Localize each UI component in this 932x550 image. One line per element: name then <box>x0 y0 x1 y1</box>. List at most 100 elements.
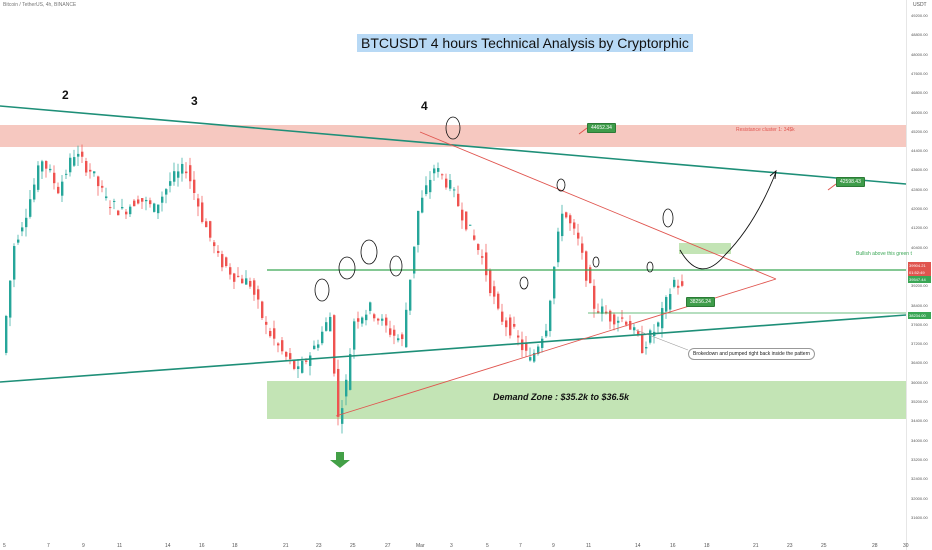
price-tick-label: 36000.00 <box>911 379 928 385</box>
candle-body <box>113 200 116 202</box>
candle-body <box>329 316 332 332</box>
breakdown-note: Brokedown and pumped right back inside t… <box>688 348 816 360</box>
price-tick-label: 33200.00 <box>911 456 928 462</box>
candle-body <box>545 330 548 337</box>
time-tick-label: 3 <box>450 543 453 549</box>
time-tick-label: 30 <box>903 543 909 549</box>
candle-body <box>409 279 412 311</box>
candle-body <box>165 189 168 195</box>
candle-body <box>589 267 592 284</box>
candle-body <box>129 206 132 215</box>
price-tick-label: 32400.00 <box>911 476 928 482</box>
time-tick-label: 9 <box>82 543 85 549</box>
candle-body <box>241 278 244 284</box>
candle-body <box>297 366 300 370</box>
symbol-header: Bitcoin / TetherUS, 4h, BINANCE <box>3 2 77 8</box>
candle-body <box>229 267 232 275</box>
candle-body <box>321 331 324 344</box>
descending-trendline <box>0 105 906 185</box>
candle-body <box>413 246 416 274</box>
candle-body <box>81 151 84 157</box>
candle-body <box>65 173 68 175</box>
candle-body <box>105 196 108 199</box>
candle-body <box>401 334 404 340</box>
candle-body <box>489 269 492 294</box>
candle-body <box>641 333 644 354</box>
candle-body <box>561 213 564 237</box>
candle-body <box>557 231 560 263</box>
candle-body <box>93 171 96 174</box>
candle-body <box>617 320 620 323</box>
bullish-note: Bullish above this green t <box>856 251 912 257</box>
candle-body <box>77 153 80 157</box>
candle-body <box>177 171 180 178</box>
chart-canvas[interactable] <box>0 0 906 550</box>
candle-body <box>85 160 88 173</box>
candle-body <box>441 174 444 176</box>
candle-body <box>353 321 356 350</box>
candle-body <box>9 280 12 318</box>
candle-body <box>521 339 524 351</box>
candle-body <box>225 257 228 267</box>
candle-body <box>669 294 672 310</box>
candle-body <box>593 285 596 309</box>
candle-body <box>149 200 152 205</box>
price-tag-lower: 38234.00 <box>908 312 931 319</box>
candle-body <box>425 185 428 195</box>
price-tick-label: 42000.00 <box>911 206 928 211</box>
candle-body <box>565 212 568 218</box>
time-tick-label: 23 <box>316 543 322 549</box>
time-tick-label: 21 <box>283 543 289 549</box>
candle-body <box>681 281 684 286</box>
annotation-circle <box>519 276 529 290</box>
candle-body <box>249 280 252 287</box>
candle-body <box>101 185 104 188</box>
candle-body <box>157 204 160 214</box>
candle-body <box>217 250 220 254</box>
candle-body <box>433 168 436 174</box>
price-tick-label: 32000.00 <box>911 495 928 501</box>
time-tick-label: 27 <box>385 543 391 549</box>
price-tag-support: 39547.44 <box>908 276 931 283</box>
candle-body <box>209 221 212 238</box>
time-tick-label: 14 <box>635 543 641 549</box>
candle-body <box>461 209 464 221</box>
candle-body <box>185 171 188 174</box>
demand-zone <box>267 381 906 419</box>
candle-body <box>421 197 424 213</box>
candle-body <box>437 168 440 172</box>
annotation-circle <box>445 116 461 140</box>
price-tick-label: 36400.00 <box>911 360 928 366</box>
candle-body <box>357 318 360 322</box>
candle-body <box>453 189 456 191</box>
candle-body <box>525 342 528 351</box>
candle-body <box>5 315 8 353</box>
candle-body <box>537 346 540 355</box>
annotation-circle <box>646 261 654 273</box>
candle-body <box>417 210 420 245</box>
candle-body <box>89 169 92 172</box>
candle-body <box>13 246 16 280</box>
candle-body <box>389 328 392 335</box>
candle-body <box>17 239 20 243</box>
wave-label-2: 2 <box>62 88 69 102</box>
demand-zone-label: Demand Zone : $35.2k to $36.5k <box>493 392 630 402</box>
resistance-price-callout: 44652.34 <box>587 123 616 133</box>
candle-body <box>485 252 488 276</box>
candle-body <box>305 360 308 362</box>
candle-body <box>645 347 648 349</box>
candle-body <box>381 318 384 321</box>
candle-body <box>673 279 676 287</box>
candle-body <box>133 200 136 207</box>
price-tick-label: 46000.00 <box>911 109 928 115</box>
candle-body <box>325 322 328 331</box>
candle-body <box>21 227 24 232</box>
candle-body <box>137 199 140 204</box>
time-tick-label: 11 <box>586 543 592 549</box>
time-tick-label: 7 <box>47 543 50 549</box>
candle-body <box>61 181 64 196</box>
candle-body <box>573 222 576 229</box>
resistance-zone <box>0 125 906 147</box>
candle-body <box>449 180 452 189</box>
